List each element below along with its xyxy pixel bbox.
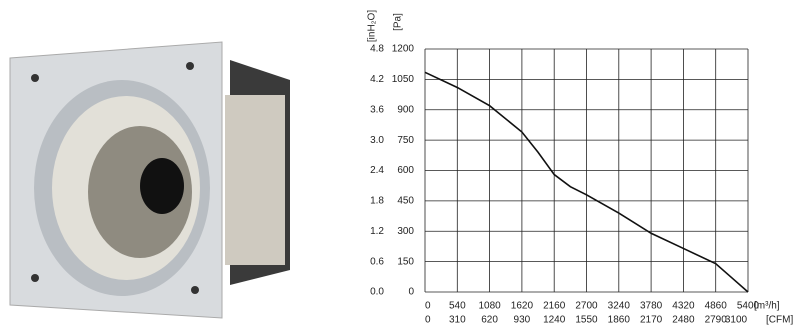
x2-tick-label: 2170 [640,315,663,326]
x-tick-label: 0 [425,301,431,312]
y-tick-label: 600 [397,165,414,176]
x-tick-label: 1080 [478,301,501,312]
y-tick-label: 1200 [392,44,415,55]
y-tick-label: 150 [397,256,414,267]
x2-tick-label: 2790 [705,315,728,326]
y-tick-label: 300 [397,226,414,237]
y2-tick-label: 1.2 [370,226,384,237]
y2-tick-label: 4.8 [370,44,384,55]
fan-photo [9,41,290,319]
x2-tick-label: 930 [514,315,531,326]
x-tick-label: 3240 [608,301,631,312]
x2-tick-label: 1550 [575,315,598,326]
x-tick-label: 540 [449,301,466,312]
x-tick-label: 1620 [511,301,534,312]
y2-tick-label: 3.6 [370,104,384,115]
x-tick-label: 4320 [672,301,695,312]
x2-tick-label: 2480 [672,315,695,326]
y-tick-label: 1050 [392,74,415,85]
y-axis-label: [Pa] [393,13,404,31]
x2-tick-label: 620 [481,315,498,326]
x2-axis-label: [CFM] [766,315,793,326]
x-tick-label: 3780 [640,301,663,312]
y-tick-label: 0 [408,287,414,298]
x-tick-label: 2160 [543,301,566,312]
y-tick-label: 450 [397,196,414,207]
fan-curve [424,71,749,293]
x-axis-label: [m³/h] [754,301,780,312]
y-tick-label: 750 [397,135,414,146]
y2-axis-label: [inH₂O] [367,10,378,42]
x2-tick-label: 1860 [608,315,631,326]
y2-tick-label: 0.0 [370,287,384,298]
y2-tick-label: 2.4 [370,165,384,176]
y2-tick-label: 0.6 [370,256,384,267]
y2-tick-label: 4.2 [370,74,384,85]
x2-tick-label: 310 [449,315,466,326]
x2-tick-label: 0 [425,315,431,326]
y-tick-label: 900 [397,104,414,115]
x-tick-label: 2700 [575,301,598,312]
x-tick-label: 4860 [705,301,728,312]
x2-tick-label: 1240 [543,315,566,326]
x2-tick-label: 3100 [725,315,748,326]
y2-tick-label: 3.0 [370,135,384,146]
y2-tick-label: 1.8 [370,196,384,207]
x-tick-label: 5400 [737,301,760,312]
